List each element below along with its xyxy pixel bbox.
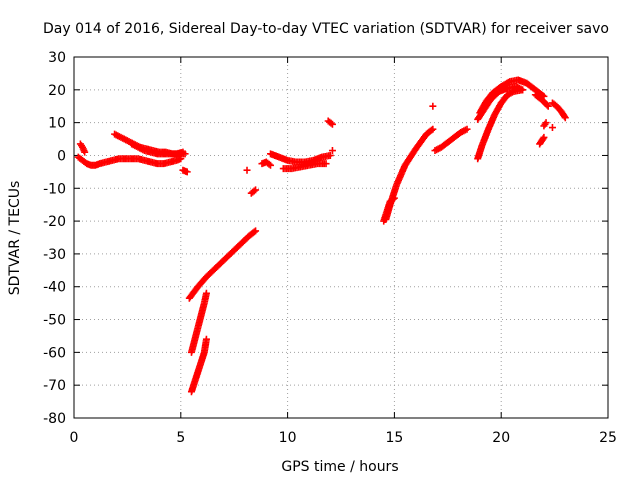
data-point-marker — [183, 168, 191, 176]
data-point-marker — [267, 161, 275, 169]
data-track — [476, 76, 548, 117]
data-point-marker — [265, 160, 273, 168]
data-point-marker — [81, 148, 89, 156]
y-tick-label: 20 — [48, 83, 66, 99]
data-point-marker — [463, 125, 471, 133]
data-point-marker — [202, 335, 210, 343]
x-tick-label: 0 — [70, 430, 79, 446]
data-point-marker — [328, 147, 336, 155]
data-track — [243, 166, 251, 174]
y-tick-label: -20 — [43, 214, 66, 230]
data-point-marker — [327, 119, 335, 127]
y-tick-label: -40 — [43, 280, 66, 296]
data-track — [431, 125, 471, 155]
data-track — [540, 119, 550, 130]
data-track — [185, 227, 260, 302]
data-point-marker — [250, 228, 258, 236]
data-track — [179, 166, 191, 176]
data-track — [536, 133, 548, 148]
data-track — [324, 117, 336, 128]
data-track — [267, 150, 334, 166]
data-point-marker — [429, 102, 437, 110]
data-point-marker — [544, 102, 552, 110]
y-axis-title: SDTVAR / TECUs — [7, 181, 23, 296]
x-axis-title: GPS time / hours — [281, 459, 398, 475]
data-point-marker — [328, 120, 336, 128]
data-track — [187, 289, 210, 356]
grid — [74, 57, 608, 418]
y-tick-label: -70 — [43, 378, 66, 394]
chart-title: Day 014 of 2016, Sidereal Day-to-day VTE… — [43, 21, 609, 37]
data-track — [247, 186, 260, 197]
data-point-marker — [250, 187, 258, 195]
data-track — [531, 91, 552, 110]
x-tick-label: 10 — [279, 430, 297, 446]
data-track — [548, 99, 569, 122]
data-track — [187, 335, 210, 396]
x-tick-label: 5 — [176, 430, 185, 446]
data-point-marker — [541, 120, 549, 128]
y-tick-label: 0 — [57, 148, 66, 164]
y-tick-label: 10 — [48, 116, 66, 132]
y-tick-label: -10 — [43, 181, 66, 197]
data-point-marker — [326, 151, 334, 159]
x-tick-label: 25 — [599, 430, 617, 446]
data-track — [279, 160, 330, 173]
data-track — [429, 102, 437, 110]
data-track — [474, 86, 527, 163]
data-points — [74, 76, 569, 396]
data-point-marker — [179, 148, 187, 156]
plot-frame — [73, 56, 609, 419]
x-tick-label: 20 — [492, 430, 510, 446]
data-point-marker — [429, 125, 437, 133]
data-point-marker — [560, 112, 568, 120]
data-point-marker — [322, 160, 330, 168]
x-tick-label: 15 — [385, 430, 403, 446]
data-point-marker — [519, 86, 527, 94]
data-track — [258, 158, 275, 169]
data-point-marker — [542, 119, 550, 127]
data-point-marker — [243, 166, 251, 174]
y-tick-label: -50 — [43, 313, 66, 329]
data-track — [128, 140, 187, 158]
data-track — [548, 124, 556, 132]
y-tick-label: -60 — [43, 345, 66, 361]
data-point-marker — [540, 133, 548, 141]
data-point-marker — [252, 227, 260, 235]
data-track — [328, 147, 336, 155]
data-point-marker — [561, 114, 569, 122]
y-tick-label: 30 — [48, 50, 66, 66]
data-point-marker — [539, 135, 547, 143]
axis-ticks: 0 5 10 15 20 25 30 20 10 0 -10 -20 -30 -40 -50 -60 -70 -8… — [43, 50, 617, 446]
y-tick-label: -30 — [43, 247, 66, 263]
data-point-marker — [202, 289, 210, 297]
data-point-marker — [548, 124, 556, 132]
data-point-marker — [428, 126, 436, 134]
y-tick-label: -80 — [43, 411, 66, 427]
data-track — [382, 125, 437, 223]
data-point-marker — [252, 186, 260, 194]
data-point-marker — [543, 101, 551, 109]
data-track — [76, 140, 89, 156]
